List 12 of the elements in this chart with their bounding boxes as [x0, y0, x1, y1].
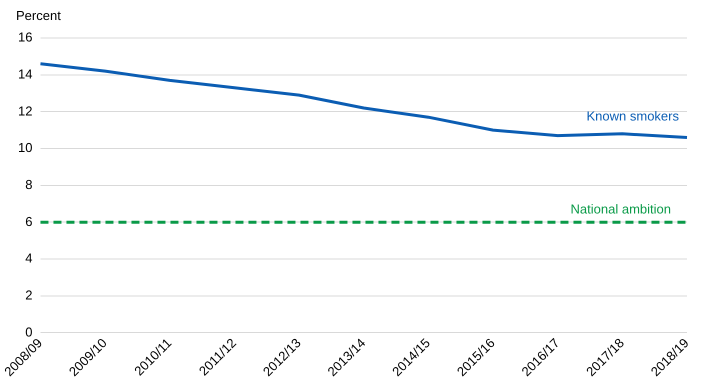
y-tick-label: 4 — [25, 250, 32, 266]
y-tick-label: 10 — [18, 140, 32, 156]
y-tick-label: 16 — [18, 30, 32, 45]
series-label: Known smokers — [586, 108, 680, 124]
y-axis-title: Percent — [16, 8, 62, 24]
ref-line-label: National ambition — [570, 201, 671, 216]
y-tick-label: 8 — [25, 176, 32, 192]
y-tick-label: 12 — [18, 103, 32, 118]
y-tick-label: 0 — [25, 324, 32, 340]
y-tick-label: 2 — [25, 287, 32, 302]
y-tick-label: 6 — [25, 214, 32, 229]
y-tick-label: 14 — [18, 66, 32, 82]
